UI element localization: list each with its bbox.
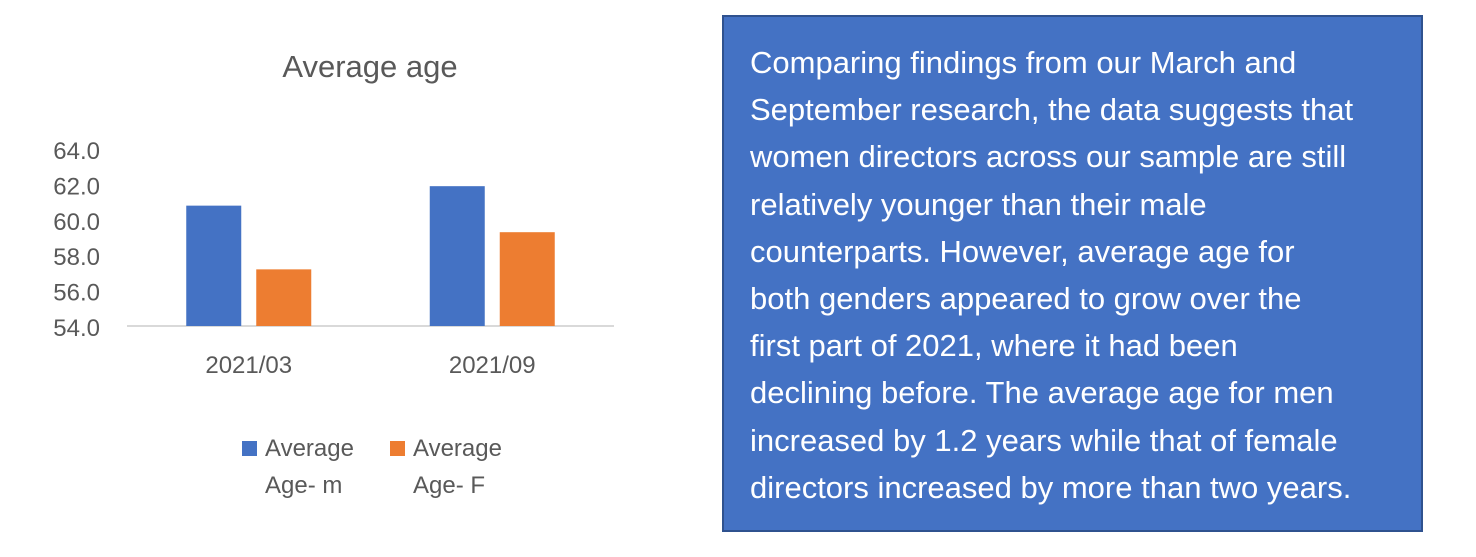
y-tick-label: 62.0 [53, 173, 100, 200]
x-tick-label: 2021/09 [449, 352, 536, 379]
legend-swatch [242, 441, 257, 456]
y-tick-label: 58.0 [53, 244, 100, 271]
chart-title: Average age [282, 49, 457, 84]
legend-swatch [390, 441, 405, 456]
bar-female-0 [256, 269, 312, 326]
legend-label-line1: Average [265, 435, 354, 462]
legend-label-line1: Average [413, 435, 502, 462]
legend-label-line2: Age- m [265, 472, 342, 499]
bar-male-0 [186, 205, 242, 326]
commentary-box: Comparing findings from our March and Se… [722, 15, 1423, 532]
bars-group [186, 186, 555, 326]
average-age-chart: Average age 54.0 56.0 58.0 60.0 62.0 64.0 202… [53, 49, 614, 499]
y-tick-label: 64.0 [53, 138, 100, 165]
legend-label-line2: Age- F [413, 472, 485, 499]
commentary-text: Comparing findings from our March and Se… [750, 45, 1354, 505]
bar-female-1 [499, 232, 555, 326]
y-tick-label: 60.0 [53, 209, 100, 236]
y-axis-labels: 54.0 56.0 58.0 60.0 62.0 64.0 [53, 138, 100, 342]
x-tick-label: 2021/03 [205, 352, 292, 379]
bar-male-1 [429, 186, 485, 326]
y-tick-label: 54.0 [53, 315, 100, 342]
y-tick-label: 56.0 [53, 280, 100, 307]
legend: Average Age- m Average Age- F [242, 435, 502, 499]
x-axis-labels: 2021/03 2021/09 [205, 352, 535, 379]
